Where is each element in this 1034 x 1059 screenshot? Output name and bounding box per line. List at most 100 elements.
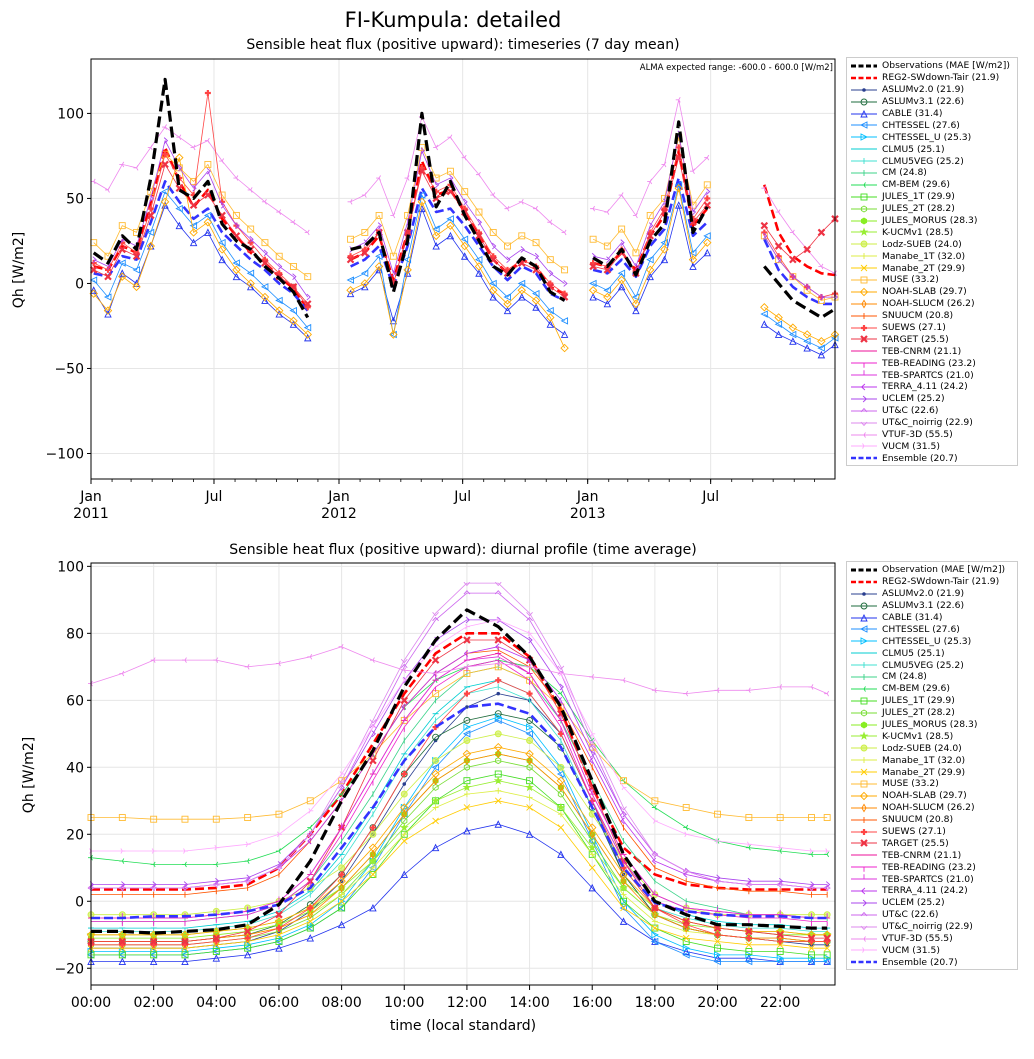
legend-swatch xyxy=(851,839,877,848)
data-point-marker xyxy=(306,293,311,301)
data-point-marker xyxy=(860,133,869,142)
data-point-marker xyxy=(713,957,721,966)
legend-item-teb-reading-23-2: TEB-READING (23.2) xyxy=(850,861,1015,873)
series-line xyxy=(93,163,309,305)
data-point-marker xyxy=(338,779,345,784)
legend-item-ut-c-22-6: UT&C (22.6) xyxy=(850,909,1015,921)
legend-swatch xyxy=(851,613,877,621)
data-point-marker xyxy=(549,269,554,277)
data-point-marker xyxy=(518,293,526,301)
data-point-marker xyxy=(526,737,534,744)
data-point-marker xyxy=(651,924,659,932)
legend-swatch xyxy=(851,182,877,188)
data-point-marker xyxy=(823,886,831,891)
data-point-marker xyxy=(276,209,282,215)
y-tick-label: −20 xyxy=(54,961,84,977)
legend-swatch xyxy=(851,324,877,331)
data-point-marker xyxy=(371,724,376,730)
data-point-marker xyxy=(557,665,565,670)
data-point-marker xyxy=(620,239,625,246)
series-reg2-swdown-tair-21-9 xyxy=(93,146,836,310)
data-point-marker xyxy=(520,246,525,253)
data-point-marker xyxy=(460,252,469,260)
data-point-marker xyxy=(589,829,595,839)
data-point-marker xyxy=(646,232,654,240)
legend-label: REG2-SWdown-Tair (21.9) xyxy=(882,576,1000,588)
data-point-marker xyxy=(621,784,627,791)
x-tick-label: 06:00 xyxy=(259,995,299,1011)
data-point-marker xyxy=(861,253,867,260)
data-point-marker xyxy=(860,193,868,201)
timeseries-ylabel: Qh [W/m2] xyxy=(11,232,27,308)
legend-swatch xyxy=(851,854,877,856)
data-point-marker xyxy=(860,697,868,705)
legend-label: NOAH-SLUCM (26.2) xyxy=(882,298,975,310)
data-point-marker xyxy=(401,831,408,838)
data-point-marker xyxy=(860,613,868,621)
data-point-marker xyxy=(503,306,512,315)
data-point-marker xyxy=(204,137,210,144)
data-point-marker xyxy=(475,232,483,240)
data-point-marker xyxy=(132,266,140,274)
data-point-marker xyxy=(809,848,815,854)
data-point-marker xyxy=(534,252,540,260)
data-point-marker xyxy=(307,653,313,660)
data-point-marker xyxy=(861,803,867,813)
data-point-marker xyxy=(862,947,867,954)
series-suews-27-1 xyxy=(90,90,838,311)
legend-item-teb-cnrm-21-1: TEB-CNRM (21.1) xyxy=(850,849,1015,861)
data-point-marker xyxy=(526,763,533,771)
data-point-marker xyxy=(306,918,314,925)
data-point-marker xyxy=(432,817,439,825)
legend-item-chtessel-27-6: CHTESSEL (27.6) xyxy=(850,119,1015,131)
series-line xyxy=(91,823,828,963)
data-point-marker xyxy=(465,705,469,709)
data-point-marker xyxy=(776,954,785,962)
data-point-marker xyxy=(178,164,183,172)
data-point-marker xyxy=(475,208,483,216)
data-point-marker xyxy=(774,313,783,322)
data-point-marker xyxy=(619,904,627,912)
data-point-marker xyxy=(369,756,377,765)
data-point-marker xyxy=(220,201,226,209)
data-point-marker xyxy=(760,303,769,312)
data-point-marker xyxy=(807,934,816,942)
y-tick-label: 20 xyxy=(66,827,84,843)
data-point-marker xyxy=(603,299,612,308)
data-point-marker xyxy=(417,191,426,199)
data-point-marker xyxy=(275,910,283,919)
data-point-marker xyxy=(361,249,369,257)
series-line xyxy=(93,180,309,312)
data-point-marker xyxy=(465,623,470,630)
data-point-marker xyxy=(495,643,500,651)
legend-label: UCLEM (25.2) xyxy=(882,897,945,909)
data-point-marker xyxy=(147,211,155,220)
data-point-marker xyxy=(446,215,454,223)
legend-item-suews-27-1: SUEWS (27.1) xyxy=(850,322,1015,334)
legend-label: TEB-SPARTCS (21.0) xyxy=(882,873,974,885)
data-point-marker xyxy=(289,306,297,315)
data-point-marker xyxy=(703,248,711,257)
data-point-marker xyxy=(683,871,688,878)
data-point-marker xyxy=(714,938,721,945)
series-line xyxy=(592,120,709,277)
data-point-marker xyxy=(232,265,241,275)
x-tick-label: 00:00 xyxy=(71,995,111,1011)
legend-swatch xyxy=(851,431,877,438)
data-point-marker xyxy=(691,208,697,216)
data-point-marker xyxy=(504,205,510,212)
legend-label: Manabe_2T (29.9) xyxy=(882,262,966,274)
data-point-marker xyxy=(118,957,127,966)
page-title: FI-Kumpula: detailed xyxy=(344,8,562,32)
series-chtessel-27-6 xyxy=(89,181,839,352)
data-point-marker xyxy=(563,280,568,287)
data-point-marker xyxy=(235,222,240,229)
data-point-marker xyxy=(463,737,471,744)
data-point-marker xyxy=(589,279,597,288)
legend-label: CM (24.8) xyxy=(882,671,927,683)
data-point-marker xyxy=(246,282,255,291)
series-manabe-2t-29-9 xyxy=(87,797,831,952)
data-point-marker xyxy=(714,951,722,959)
data-point-marker xyxy=(190,144,196,151)
data-point-marker xyxy=(789,337,797,345)
